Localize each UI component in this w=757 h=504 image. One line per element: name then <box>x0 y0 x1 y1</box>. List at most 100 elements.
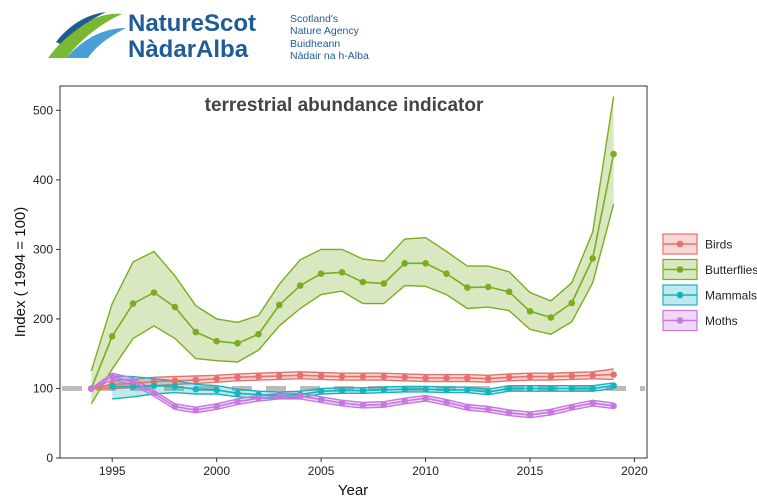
moths-upper-bound-line <box>90 372 614 413</box>
butterflies-point-2006 <box>338 269 346 276</box>
butterflies-point-2002 <box>255 330 262 338</box>
moths-point-2017 <box>568 403 576 411</box>
legend-birds-marker <box>676 240 684 248</box>
moths-point-2005 <box>317 396 325 403</box>
x-axis: 1995 2000 2005 2010 2015 2020 <box>99 458 648 478</box>
tagline-gaelic-2: Nàdair na h-Alba <box>290 50 369 62</box>
chart-title: terrestrial abundance indicator <box>205 95 484 116</box>
mammals-point-2008 <box>380 386 388 394</box>
mammals-point-2001 <box>234 390 241 397</box>
birds-confidence-band <box>91 369 614 389</box>
birds-point-2005 <box>317 372 325 380</box>
butterflies-point-2009 <box>401 260 409 267</box>
moths-point-2013 <box>484 406 492 413</box>
x-tick-label-2005: 2005 <box>308 464 335 478</box>
x-axis-title: Year <box>338 482 368 499</box>
moths-point-2018 <box>589 399 596 407</box>
butterflies-point-1997 <box>150 289 158 296</box>
butterflies-point-2007 <box>359 278 367 286</box>
y-tick-label-0: 0 <box>46 451 53 465</box>
mammals-point-2011 <box>443 386 450 394</box>
mammals-point-2005 <box>317 387 325 395</box>
mammals-point-1999 <box>192 385 200 393</box>
birds-point-2002 <box>255 373 262 380</box>
moths-point-2015 <box>526 411 534 419</box>
moths-point-2014 <box>505 409 513 417</box>
legend-moths-marker <box>676 317 684 324</box>
birds-point-2013 <box>484 375 492 383</box>
y-tick-label-300: 300 <box>33 242 53 256</box>
birds-point-2012 <box>464 374 471 382</box>
moths-point-2019 <box>610 402 617 410</box>
mammals-point-2015 <box>526 385 534 392</box>
mammals-point-2018 <box>589 385 596 392</box>
birds-upper-bound-line <box>91 368 614 390</box>
butterflies-point-2017 <box>568 299 576 307</box>
butterflies-point-1999 <box>192 328 200 336</box>
birds-point-1999 <box>192 376 200 384</box>
butterflies-point-2008 <box>380 280 388 287</box>
birds-point-2014 <box>505 374 513 381</box>
y-tick-label-500: 500 <box>33 103 53 117</box>
butterflies-upper-bound-line <box>90 96 615 372</box>
butterflies-point-2014 <box>505 288 513 296</box>
birds-point-2009 <box>401 374 409 381</box>
y-tick-label-100: 100 <box>33 381 53 395</box>
mammals-point-2019 <box>610 382 617 390</box>
birds-lower-bound-line <box>91 377 614 390</box>
butterflies-point-2013 <box>484 283 492 291</box>
mammals-point-1995 <box>108 383 116 390</box>
birds-point-2011 <box>443 374 450 382</box>
moths-point-1999 <box>192 406 200 414</box>
tagline-gaelic-1: Buidheann <box>290 38 340 50</box>
moths-point-1997 <box>150 390 158 397</box>
birds-point-2015 <box>526 373 534 380</box>
birds-point-2010 <box>422 374 429 382</box>
mammals-point-2010 <box>422 385 429 393</box>
birds-point-1998 <box>171 377 179 385</box>
moths-point-2009 <box>401 397 409 405</box>
birds-point-2018 <box>589 372 596 379</box>
legend-mammals-marker <box>676 291 684 299</box>
butterflies-point-1995 <box>108 333 116 340</box>
moths-point-1996 <box>129 378 137 385</box>
butterflies-point-2019 <box>610 150 617 158</box>
tagline-english-1: Scotland's <box>290 13 338 25</box>
mammals-point-2000 <box>213 386 220 394</box>
mammals-point-2009 <box>401 385 409 393</box>
butterflies-point-2012 <box>464 284 471 291</box>
y-tick-label-400: 400 <box>33 173 53 187</box>
legend: Birds Butterflies Mammals Moths <box>662 233 757 332</box>
moths-trend-line <box>90 375 614 416</box>
x-tick-label-1995: 1995 <box>99 464 126 478</box>
butterflies-point-2016 <box>547 314 555 321</box>
birds-point-2006 <box>338 373 346 380</box>
moths-point-1995 <box>108 373 116 380</box>
legend-mammals-label: Mammals <box>705 289 757 303</box>
moths-point-2001 <box>234 398 241 406</box>
mammals-point-1998 <box>171 383 179 390</box>
moths-point-2006 <box>338 399 346 407</box>
butterflies-point-2010 <box>422 260 429 267</box>
butterflies-point-2011 <box>443 270 450 277</box>
moths-point-2007 <box>359 401 367 409</box>
butterflies-point-1996 <box>129 300 137 307</box>
x-tick-label-2015: 2015 <box>517 464 544 478</box>
butterflies-lower-bound-line <box>90 204 615 405</box>
moths-point-2016 <box>547 408 555 416</box>
butterflies-point-2001 <box>234 340 241 347</box>
moths-point-2010 <box>422 394 429 402</box>
moths-point-2004 <box>296 392 304 400</box>
brand-name-english: NatureScot <box>128 10 256 37</box>
butterflies-point-2000 <box>213 337 220 345</box>
birds-point-2008 <box>380 373 388 380</box>
x-tick-label-2000: 2000 <box>203 464 230 478</box>
butterflies-point-2004 <box>296 282 304 289</box>
butterflies-point-2015 <box>526 308 534 315</box>
birds-point-2004 <box>296 372 304 379</box>
butterflies-trend-line <box>90 153 615 389</box>
brand-name-gaelic: NàdarAlba <box>128 36 249 62</box>
birds-point-2007 <box>359 373 367 380</box>
plot-panel <box>59 85 648 459</box>
y-tick-label-200: 200 <box>33 312 53 326</box>
